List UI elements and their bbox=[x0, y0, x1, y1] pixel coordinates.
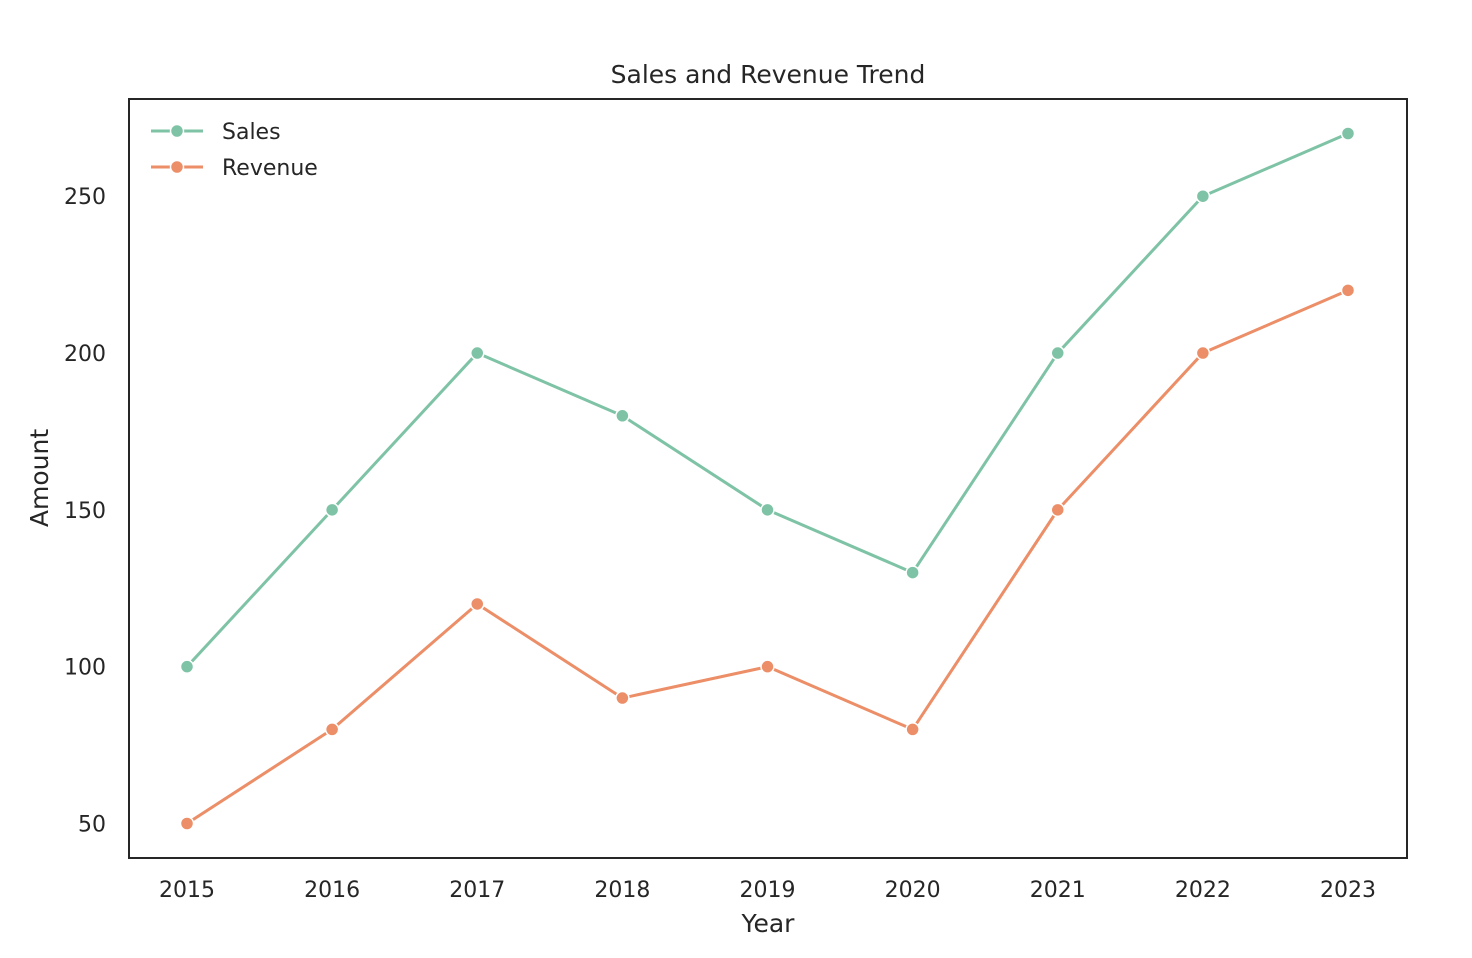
x-tick-label: 2015 bbox=[159, 878, 215, 903]
legend: Sales Revenue bbox=[151, 120, 318, 181]
plot-area-frame bbox=[128, 98, 1408, 859]
x-tick-label: 2023 bbox=[1320, 878, 1376, 903]
data-point-revenue bbox=[760, 659, 775, 674]
x-axis-label: Year bbox=[741, 909, 796, 938]
chart-title: Sales and Revenue Trend bbox=[611, 60, 926, 89]
x-tick-label: 2021 bbox=[1030, 878, 1086, 903]
x-tick-label: 2019 bbox=[740, 878, 796, 903]
data-point-sales bbox=[1050, 345, 1065, 361]
y-tick-label: 200 bbox=[64, 342, 106, 367]
y-tick-label: 250 bbox=[64, 185, 106, 210]
legend-marker-revenue bbox=[169, 159, 185, 175]
series-line-revenue bbox=[185, 288, 1350, 825]
x-axis-ticks: 2015 2016 2017 2018 2019 2020 2021 2022 2023 bbox=[159, 878, 1376, 903]
y-axis-ticks: 50 100 150 200 250 bbox=[64, 185, 106, 837]
data-point-sales bbox=[615, 408, 630, 424]
legend-label-revenue: Revenue bbox=[222, 156, 318, 181]
y-tick-label: 150 bbox=[64, 499, 106, 524]
data-point-revenue bbox=[905, 722, 920, 737]
x-tick-label: 2018 bbox=[594, 878, 650, 903]
data-point-sales bbox=[1340, 126, 1356, 141]
series-line-sales bbox=[185, 132, 1350, 669]
y-tick-label: 100 bbox=[64, 656, 106, 681]
legend-marker-sales bbox=[169, 123, 185, 139]
y-axis-label: Amount bbox=[25, 429, 54, 527]
data-point-sales bbox=[905, 565, 920, 580]
x-tick-label: 2020 bbox=[885, 878, 941, 903]
y-tick-label: 50 bbox=[78, 813, 106, 838]
data-point-revenue bbox=[1340, 283, 1356, 298]
x-tick-label: 2016 bbox=[304, 878, 360, 903]
x-tick-label: 2017 bbox=[449, 878, 505, 903]
legend-label-sales: Sales bbox=[222, 120, 281, 145]
data-point-revenue bbox=[179, 816, 195, 831]
data-point-sales bbox=[179, 659, 195, 674]
data-point-revenue bbox=[1050, 502, 1065, 518]
data-point-sales bbox=[760, 502, 775, 518]
data-point-revenue bbox=[1195, 345, 1211, 361]
series-layer bbox=[179, 126, 1356, 831]
data-point-revenue bbox=[324, 722, 340, 737]
data-point-sales bbox=[1195, 188, 1211, 204]
data-point-revenue bbox=[615, 690, 630, 706]
x-tick-label: 2022 bbox=[1175, 878, 1231, 903]
data-point-revenue bbox=[470, 596, 485, 612]
data-point-sales bbox=[470, 345, 485, 361]
data-point-sales bbox=[324, 502, 340, 518]
